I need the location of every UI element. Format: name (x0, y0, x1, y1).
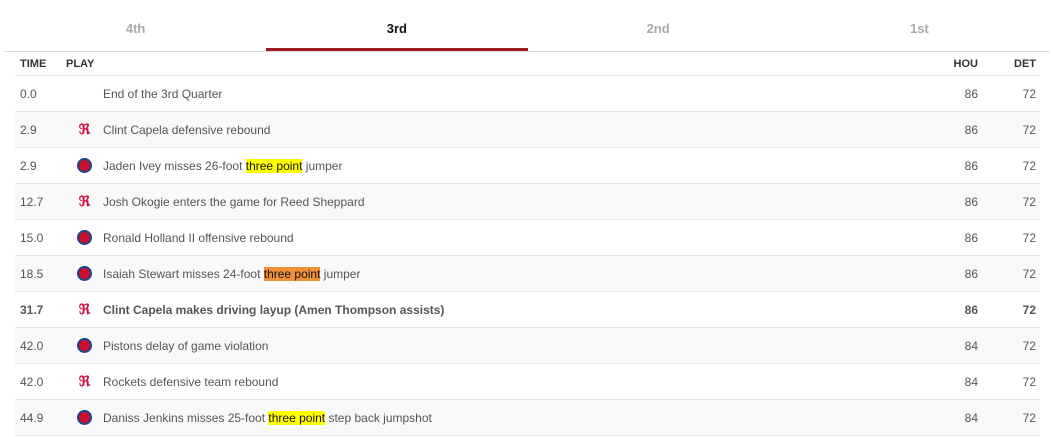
play-time: 12.7 (20, 194, 44, 209)
table-header: TIME PLAY HOU DET (15, 52, 1040, 76)
hou-score: 86 (964, 122, 978, 137)
highlighted-term: three point (263, 266, 321, 281)
quarter-tabs: 4th 3rd 2nd 1st (5, 0, 1050, 52)
play-header: PLAY (66, 57, 95, 70)
det-score: 72 (1022, 338, 1036, 353)
highlighted-term: three point (245, 158, 303, 173)
rockets-logo-icon: ℜ (78, 121, 91, 138)
play-text: Ronald Holland II offensive rebound (103, 230, 294, 245)
play-time: 0.0 (20, 86, 37, 101)
play-description: Josh Okogie enters the game for Reed She… (103, 195, 928, 209)
table-row: 15.0 Ronald Holland II offensive rebound… (15, 220, 1040, 256)
play-description: End of the 3rd Quarter (103, 87, 928, 101)
play-time: 2.9 (20, 158, 37, 173)
play-text-rest: jumper (302, 158, 343, 173)
pistons-logo-icon (77, 230, 92, 245)
play-time: 44.9 (20, 410, 44, 425)
play-by-play-table: TIME PLAY HOU DET 0.0 End of the 3rd Qua… (15, 52, 1040, 436)
play-time: 15.0 (20, 230, 44, 245)
det-score: 72 (1022, 86, 1036, 101)
hou-score: 86 (964, 302, 978, 317)
table-row: 18.5 Isaiah Stewart misses 24-foot three… (15, 256, 1040, 292)
rockets-logo-icon: ℜ (78, 193, 91, 210)
play-time: 42.0 (20, 338, 44, 353)
det-header: DET (1014, 57, 1036, 70)
team-logo: ℜ (66, 374, 103, 390)
time-header: TIME (20, 57, 47, 70)
hou-header: HOU (953, 57, 978, 70)
play-text: Josh Okogie enters the game for Reed She… (103, 194, 365, 209)
table-row: 42.0 ℜ Rockets defensive team rebound 84… (15, 364, 1040, 400)
pistons-logo-icon (77, 266, 92, 281)
table-row: 12.7 ℜ Josh Okogie enters the game for R… (15, 184, 1040, 220)
hou-score: 86 (964, 194, 978, 209)
play-text: Rockets defensive team rebound (103, 374, 279, 389)
play-description: Ronald Holland II offensive rebound (103, 231, 928, 245)
play-text: Jaden Ivey misses 26-foot (103, 158, 246, 173)
table-row: 44.9 Daniss Jenkins misses 25-foot three… (15, 400, 1040, 436)
det-score: 72 (1022, 230, 1036, 245)
team-logo (66, 338, 103, 353)
team-logo (66, 158, 103, 173)
hou-score: 84 (964, 338, 978, 353)
play-text: Clint Capela defensive rebound (103, 122, 271, 137)
hou-score: 86 (964, 230, 978, 245)
hou-score: 84 (964, 410, 978, 425)
play-description: Rockets defensive team rebound (103, 375, 928, 389)
tab-1st[interactable]: 1st (909, 21, 929, 36)
play-text: End of the 3rd Quarter (103, 86, 223, 101)
play-time: 2.9 (20, 122, 37, 137)
team-logo (66, 230, 103, 245)
play-time: 18.5 (20, 266, 44, 281)
play-time: 42.0 (20, 374, 44, 389)
highlighted-term: three point (268, 410, 326, 425)
det-score: 72 (1022, 374, 1036, 389)
table-row: 31.7 ℜ Clint Capela makes driving layup … (15, 292, 1040, 328)
hou-score: 86 (964, 158, 978, 173)
table-row: 42.0 Pistons delay of game violation 84 … (15, 328, 1040, 364)
play-description: Pistons delay of game violation (103, 339, 928, 353)
team-logo (66, 266, 103, 281)
det-score: 72 (1022, 194, 1036, 209)
play-text-rest: step back jumpshot (325, 410, 432, 425)
tab-3rd[interactable]: 3rd (266, 0, 528, 51)
hou-score: 86 (964, 266, 978, 281)
tab-2nd[interactable]: 2nd (646, 21, 670, 36)
rockets-logo-icon: ℜ (78, 301, 91, 318)
table-row: 0.0 End of the 3rd Quarter 86 72 (15, 76, 1040, 112)
det-score: 72 (1022, 122, 1036, 137)
table-row: 2.9 Jaden Ivey misses 26-foot three poin… (15, 148, 1040, 184)
team-logo: ℜ (66, 122, 103, 138)
table-row: 2.9 ℜ Clint Capela defensive rebound 86 … (15, 112, 1040, 148)
play-text: Daniss Jenkins misses 25-foot (103, 410, 269, 425)
team-logo (66, 410, 103, 425)
play-time: 31.7 (20, 302, 44, 317)
play-text: Pistons delay of game violation (103, 338, 269, 353)
play-description: Isaiah Stewart misses 24-foot three poin… (103, 266, 928, 281)
det-score: 72 (1022, 410, 1036, 425)
play-text: Clint Capela makes driving layup (Amen T… (103, 302, 445, 317)
play-text: Isaiah Stewart misses 24-foot (103, 266, 264, 281)
play-description: Clint Capela defensive rebound (103, 123, 928, 137)
det-score: 72 (1022, 158, 1036, 173)
pistons-logo-icon (77, 410, 92, 425)
play-description: Clint Capela makes driving layup (Amen T… (103, 303, 928, 317)
play-description: Daniss Jenkins misses 25-foot three poin… (103, 410, 928, 425)
hou-score: 86 (964, 86, 978, 101)
det-score: 72 (1022, 302, 1036, 317)
rockets-logo-icon: ℜ (78, 373, 91, 390)
team-logo: ℜ (66, 194, 103, 210)
pistons-logo-icon (77, 158, 92, 173)
tab-4th[interactable]: 4th (125, 21, 146, 36)
pistons-logo-icon (77, 338, 92, 353)
play-description: Jaden Ivey misses 26-foot three point ju… (103, 158, 928, 173)
hou-score: 84 (964, 374, 978, 389)
team-logo: ℜ (66, 302, 103, 318)
det-score: 72 (1022, 266, 1036, 281)
play-text-rest: jumper (320, 266, 361, 281)
